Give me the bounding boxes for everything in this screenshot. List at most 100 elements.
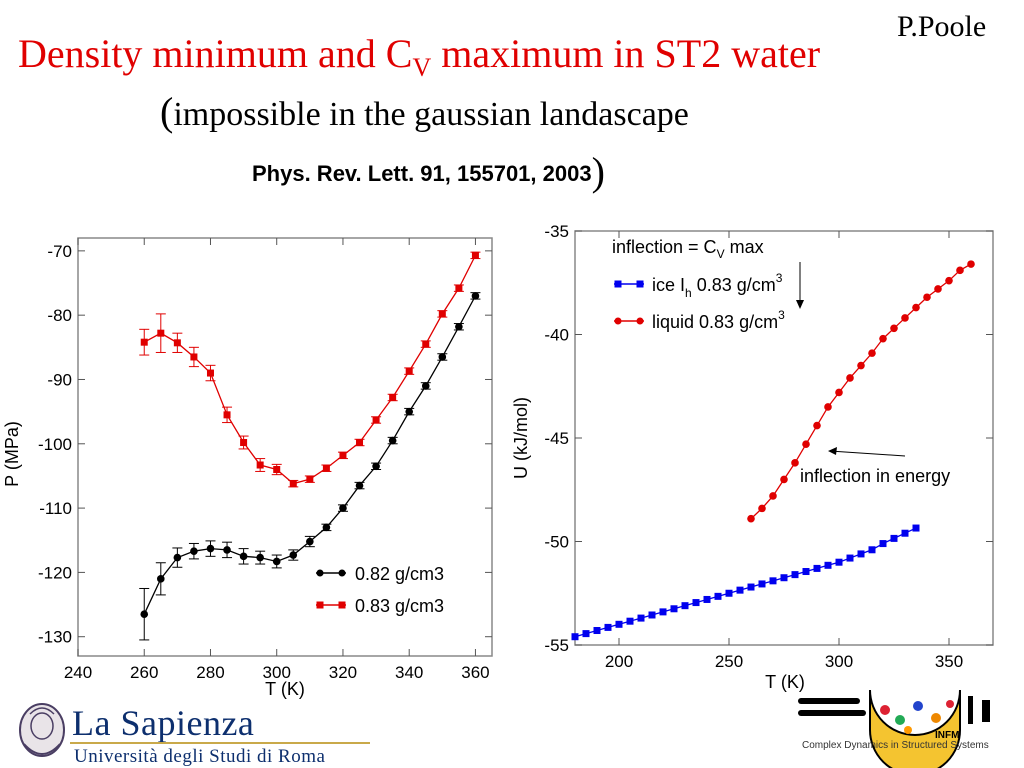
energy-point-0 — [615, 620, 623, 628]
energy-point-0 — [780, 574, 788, 582]
energy-point-0 — [582, 630, 590, 638]
pressure-x-label: T (K) — [265, 679, 305, 699]
energy-point-0 — [868, 546, 876, 554]
sapienza-university: Università degli Studi di Roma — [74, 746, 326, 767]
sapienza-logo — [19, 703, 65, 757]
pressure-point-0 — [339, 504, 347, 512]
energy-point-0 — [637, 614, 645, 622]
energy-point-0 — [857, 550, 865, 558]
energy-xtick-label: 250 — [715, 652, 743, 671]
energy-point-1 — [956, 266, 964, 275]
energy-point-0 — [769, 577, 777, 585]
energy-point-0 — [736, 586, 744, 594]
legend-marker-blue-b — [636, 280, 644, 288]
pressure-point-1 — [256, 461, 264, 469]
pressure-ytick-label: -70 — [47, 242, 72, 261]
energy-x-label: T (K) — [765, 672, 805, 692]
energy-point-0 — [604, 623, 612, 631]
energy-point-1 — [846, 374, 854, 382]
energy-point-1 — [780, 475, 788, 484]
pressure-xtick-label: 300 — [263, 663, 291, 682]
energy-xtick-label: 350 — [935, 652, 963, 671]
energy-ytick-label: -45 — [544, 429, 569, 448]
pressure-point-1 — [240, 438, 248, 446]
title-main: Density minimum and C — [18, 31, 413, 76]
energy-point-1 — [813, 421, 821, 430]
energy-point-0 — [813, 564, 821, 572]
legend-label-black: 0.82 g/cm3 — [355, 564, 444, 584]
pressure-point-1 — [206, 369, 214, 377]
pressure-ytick-label: -130 — [38, 628, 72, 647]
energy-point-1 — [824, 403, 832, 411]
author-label: P.Poole — [897, 10, 987, 43]
cv-annotation: inflection = CV max — [612, 237, 764, 261]
sapienza-crest-icon — [19, 703, 65, 757]
energy-point-0 — [791, 571, 799, 579]
pressure-point-0 — [471, 292, 480, 300]
energy-point-1 — [802, 440, 810, 449]
energy-point-0 — [824, 561, 832, 569]
sapienza-divider — [70, 742, 370, 744]
pressure-point-1 — [140, 338, 148, 346]
slide-title: Density minimum and CV maximum in ST2 wa… — [18, 30, 820, 83]
smc-mark-icon — [798, 689, 990, 768]
pressure-y-label: P (MPa) — [2, 421, 22, 487]
title-rest: maximum in ST2 water — [431, 31, 821, 76]
energy-point-1 — [901, 314, 909, 322]
energy-point-0 — [648, 611, 656, 619]
energy-point-1 — [857, 361, 865, 370]
energy-point-0 — [758, 580, 766, 588]
reference-paren: ) — [591, 149, 605, 194]
smc-infm-label: INFM — [935, 730, 959, 741]
pressure-point-1 — [422, 340, 430, 348]
pressure-point-1 — [157, 329, 165, 337]
pressure-point-0 — [239, 552, 248, 561]
energy-point-1 — [879, 334, 887, 343]
energy-point-0 — [703, 595, 711, 603]
energy-point-0 — [626, 617, 634, 625]
legend-marker-red-a — [316, 601, 324, 609]
energy-point-0 — [901, 529, 909, 537]
energy-point-1 — [791, 459, 799, 467]
pressure-point-1 — [289, 480, 297, 488]
pressure-point-0 — [388, 436, 397, 445]
energy-point-1 — [890, 324, 898, 333]
energy-ytick-label: -55 — [544, 636, 569, 655]
energy-point-1 — [934, 285, 942, 293]
pressure-point-0 — [157, 575, 165, 583]
energy-point-1 — [747, 514, 755, 523]
pressure-point-0 — [355, 481, 364, 490]
energy-chart-series — [571, 260, 975, 641]
title-subscript: V — [412, 53, 432, 82]
legend-label-red: 0.83 g/cm3 — [355, 596, 444, 616]
pressure-point-1 — [389, 393, 397, 401]
pressure-ytick-label: -90 — [47, 370, 72, 389]
pressure-point-0 — [455, 322, 463, 331]
energy-point-0 — [879, 540, 887, 548]
energy-point-0 — [681, 602, 689, 610]
pressure-point-0 — [322, 523, 331, 532]
energy-point-0 — [725, 589, 733, 597]
pressure-point-0 — [223, 546, 231, 554]
energy-point-1 — [923, 293, 931, 302]
pressure-point-0 — [421, 382, 430, 390]
pressure-point-1 — [471, 251, 479, 259]
pressure-ytick-label: -120 — [38, 563, 72, 582]
pressure-xtick-label: 360 — [461, 663, 489, 682]
energy-point-0 — [912, 524, 920, 532]
energy-xtick-label: 200 — [605, 652, 633, 671]
cv-arrow-head — [796, 300, 804, 309]
energy-ytick-label: -35 — [544, 222, 569, 241]
energy-point-1 — [758, 504, 766, 513]
subtitle-text: impossible in the gaussian landascape — [173, 96, 689, 133]
pressure-ytick-label: -80 — [47, 306, 72, 325]
pressure-point-1 — [273, 466, 281, 474]
pressure-point-1 — [190, 353, 198, 361]
energy-point-0 — [670, 605, 678, 613]
pressure-point-0 — [306, 537, 314, 546]
energy-arrow-line — [829, 450, 906, 457]
energy-xtick-label: 300 — [825, 652, 853, 671]
legend-marker-black-a — [316, 569, 324, 577]
pressure-point-0 — [190, 547, 198, 555]
